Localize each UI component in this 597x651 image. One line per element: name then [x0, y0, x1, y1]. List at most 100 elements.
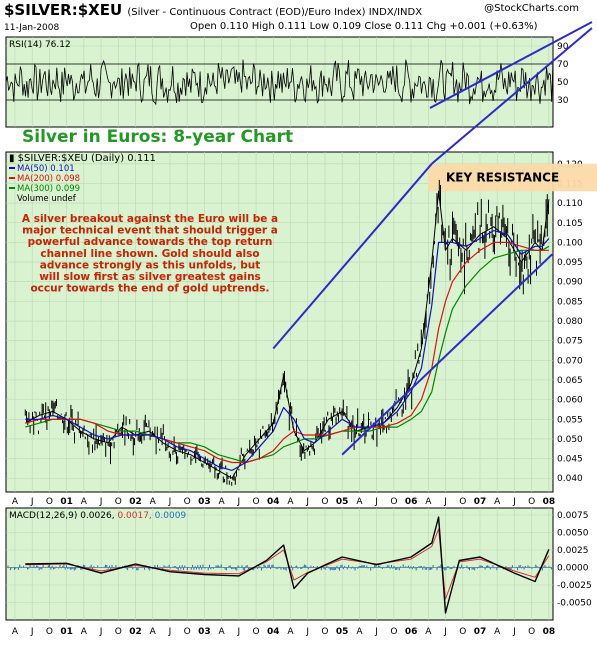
price-tick-label: 0.075 [557, 337, 583, 347]
overlay-title: Silver in Euros: 8-year Chart [22, 127, 293, 147]
price-tick-label: 0.065 [557, 376, 583, 386]
key-resistance-band [428, 163, 597, 192]
x-tick-label: 05 [336, 497, 349, 507]
x-tick-label: O [459, 627, 466, 637]
x-tick-label: J [512, 497, 516, 507]
price-tick-label: 0.095 [557, 258, 583, 268]
x-tick-label: 02 [129, 627, 142, 637]
stockcharts-logo: @StockCharts.com [484, 3, 579, 14]
macd-label-part: 0.0017, [117, 511, 154, 521]
x-tick-label: J [374, 497, 378, 507]
x-tick-label: O [321, 627, 328, 637]
rsi-trend-line [429, 21, 593, 109]
x-tick-label: O [115, 627, 122, 637]
commentary-line: will slow first as silver greatest gains [39, 271, 261, 283]
commentary-line: advance strongly as this unfolds, but [40, 259, 261, 271]
macd-label-part: 0.0026, [80, 511, 117, 521]
channel-line-lower [341, 253, 554, 456]
x-tick-label: J [305, 497, 309, 507]
x-tick-label: 07 [474, 627, 487, 637]
x-tick-label: 04 [267, 497, 280, 507]
x-tick-label: 03 [198, 627, 211, 637]
rsi-tick-label: 30 [557, 96, 569, 106]
rsi-tick-label: 50 [557, 78, 569, 88]
x-tick-label: A [150, 627, 157, 637]
x-tick-label: A [81, 497, 88, 507]
macd-tick-label: -0.0050 [557, 599, 592, 609]
macd-tick-label: 0.0075 [557, 511, 589, 521]
x-tick-label: O [390, 497, 397, 507]
price-tick-label: 0.085 [557, 297, 583, 307]
x-tick-label: O [253, 497, 260, 507]
price-tick-label: 0.050 [557, 435, 583, 445]
x-tick-label: 07 [474, 497, 487, 507]
channel-line-upper [272, 163, 433, 350]
x-axes: A J O 01 A J O 02 A J O 03 A J O 04 A J O 05 A J O 06 A J O 07 A J O 08… [12, 497, 555, 637]
x-tick-label: A [494, 627, 501, 637]
commentary-line: A silver breakout against the Euro will … [22, 213, 278, 225]
x-tick-label: O [46, 627, 53, 637]
price-line [25, 190, 550, 479]
channel-line-upper-extension [431, 27, 593, 165]
x-tick-label: A [287, 497, 294, 507]
legend-entry: MA(50) 0.101 [17, 164, 75, 174]
price-tick-label: 0.045 [557, 455, 583, 465]
x-tick-label: 08 [543, 627, 556, 637]
x-tick-label: A [356, 627, 363, 637]
macd-tick-label: 0.0050 [557, 529, 589, 539]
x-tick-label: J [443, 497, 447, 507]
legend-entry: MA(200) 0.098 [17, 174, 80, 184]
x-tick-label: 04 [267, 627, 280, 637]
rsi-panel: 30 50 70 90 RSI(14) 76.12 [5, 36, 569, 128]
x-tick-label: 05 [336, 627, 349, 637]
x-tick-label: J [237, 627, 241, 637]
x-tick-label: J [237, 497, 241, 507]
x-tick-label: 02 [129, 497, 142, 507]
x-tick-label: 01 [60, 497, 73, 507]
x-tick-label: A [219, 627, 226, 637]
macd-background [5, 507, 554, 621]
price-tick-label: 0.040 [557, 474, 583, 484]
commentary-line: occur towards the end of gold uptrends. [30, 283, 269, 295]
commentary-line: major technical event that should trigge… [22, 225, 278, 237]
rsi-tick-label: 70 [557, 60, 569, 70]
price-tick-label: 0.105 [557, 219, 583, 229]
chart-header-title: $SILVER:$XEU (Silver - Continuous Contra… [4, 1, 422, 19]
x-tick-label: A [12, 627, 19, 637]
price-tick-label: 0.055 [557, 415, 583, 425]
x-tick-label: A [494, 497, 501, 507]
annotation-overlay: Silver in Euros: 8-year Chart A silver br… [22, 127, 559, 295]
x-tick-label: A [219, 497, 226, 507]
price-tick-label: 0.060 [557, 396, 583, 406]
x-tick-label: J [30, 497, 34, 507]
macd-tick-label: 0.0000 [557, 564, 589, 574]
x-tick-label: O [46, 497, 53, 507]
x-tick-label: A [287, 627, 294, 637]
price-tick-label: 0.080 [557, 317, 583, 327]
x-tick-label: J [99, 627, 103, 637]
ma50-line [25, 230, 550, 471]
x-tick-label: 06 [405, 627, 418, 637]
macd-panel: -0.0050 -0.0025 0.0000 0.0025 0.0050 0.0075 MA… [5, 507, 592, 621]
x-tick-label: J [30, 627, 34, 637]
x-tick-label: O [115, 497, 122, 507]
macd-label-part: 0.0009 [155, 511, 187, 521]
x-tick-label: O [390, 627, 397, 637]
x-tick-label: A [150, 497, 157, 507]
price-panel: 0.040 0.045 0.050 0.055 0.060 0.065 0.070 0.075… [5, 21, 597, 493]
price-tick-label: 0.070 [557, 356, 583, 366]
x-tick-label: O [459, 497, 466, 507]
x-tick-label: 06 [405, 497, 418, 507]
commentary-line: powerful advance towards the top return [28, 236, 273, 248]
symbol-description: (Silver - Continuous Contract (EOD)/Euro… [127, 7, 423, 18]
key-resistance-label: KEY RESISTANCE [446, 171, 559, 185]
chart-date: 11-Jan-2008 [4, 23, 60, 33]
x-tick-label: A [356, 497, 363, 507]
x-tick-label: J [443, 627, 447, 637]
price-tick-label: 0.100 [557, 238, 583, 248]
commentary-line: channel line shown. Gold should also [40, 248, 259, 260]
ohlc-readout: Open 0.110 High 0.111 Low 0.109 Close 0.… [190, 21, 538, 32]
macd-tick-label: -0.0025 [557, 581, 592, 591]
